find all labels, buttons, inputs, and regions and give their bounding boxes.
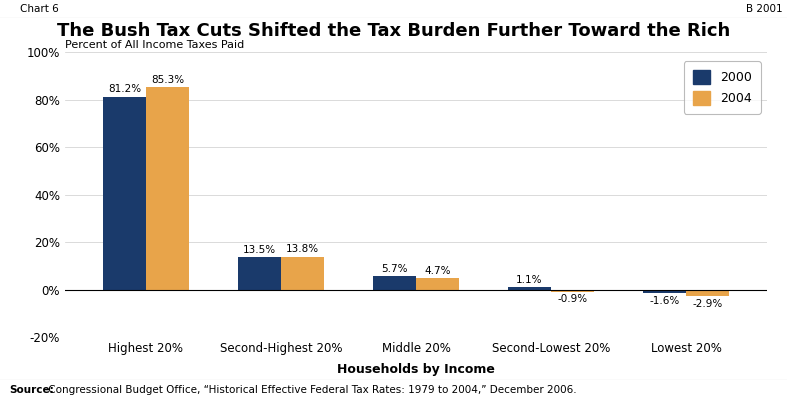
Bar bbox=[551, 290, 594, 292]
Text: Percent of All Income Taxes Paid: Percent of All Income Taxes Paid bbox=[65, 40, 244, 50]
Text: The Bush Tax Cuts Shifted the Tax Burden Further Toward the Rich: The Bush Tax Cuts Shifted the Tax Burden… bbox=[57, 22, 730, 40]
Text: 85.3%: 85.3% bbox=[151, 75, 184, 85]
Bar bbox=[643, 290, 686, 293]
Bar bbox=[146, 87, 189, 290]
Text: 13.8%: 13.8% bbox=[286, 244, 320, 254]
Bar bbox=[238, 258, 281, 290]
Text: -1.6%: -1.6% bbox=[649, 296, 679, 306]
Text: Congressional Budget Office, “Historical Effective Federal Tax Rates: 1979 to 20: Congressional Budget Office, “Historical… bbox=[45, 385, 577, 395]
Text: 13.5%: 13.5% bbox=[243, 245, 276, 255]
Bar bbox=[508, 287, 551, 290]
Text: 81.2%: 81.2% bbox=[108, 84, 141, 94]
Bar bbox=[103, 97, 146, 290]
Text: Source:: Source: bbox=[9, 385, 54, 395]
Bar bbox=[686, 290, 730, 296]
X-axis label: Households by Income: Households by Income bbox=[337, 363, 495, 376]
Text: B 2001: B 2001 bbox=[746, 4, 783, 14]
Text: 1.1%: 1.1% bbox=[516, 275, 543, 285]
Bar bbox=[373, 276, 416, 290]
Text: 4.7%: 4.7% bbox=[424, 266, 451, 276]
Legend: 2000, 2004: 2000, 2004 bbox=[684, 61, 761, 114]
Text: Chart 6: Chart 6 bbox=[20, 4, 58, 14]
Text: -0.9%: -0.9% bbox=[557, 294, 588, 305]
Text: 5.7%: 5.7% bbox=[381, 264, 408, 274]
Text: -2.9%: -2.9% bbox=[693, 299, 722, 309]
Bar bbox=[281, 257, 324, 290]
Bar bbox=[416, 278, 459, 290]
